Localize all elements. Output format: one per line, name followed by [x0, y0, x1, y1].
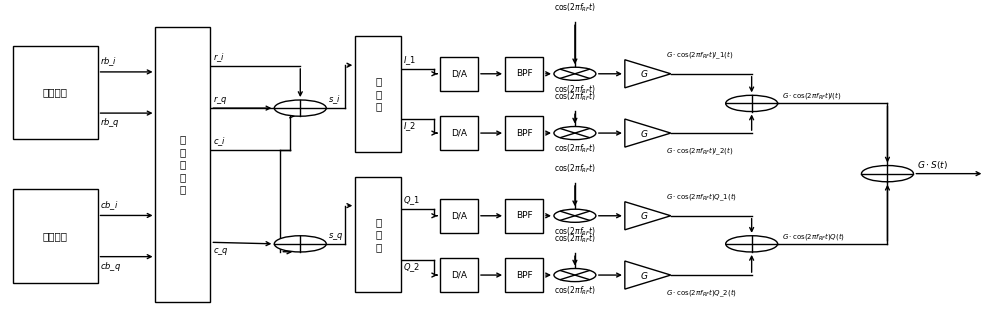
- Text: $cb\_i$: $cb\_i$: [100, 199, 118, 212]
- Text: $\cos(2\pi f_{RF}t)$: $\cos(2\pi f_{RF}t)$: [554, 225, 596, 238]
- Text: $\cos(2\pi f_{RF}t)$: $\cos(2\pi f_{RF}t)$: [554, 83, 596, 96]
- Bar: [440, 116, 478, 150]
- Bar: [505, 258, 543, 292]
- Text: D/A: D/A: [451, 69, 467, 78]
- Text: $\cos(2\pi f_{RF}t)$: $\cos(2\pi f_{RF}t)$: [554, 91, 596, 103]
- Polygon shape: [625, 202, 671, 230]
- Bar: [13, 46, 98, 139]
- Text: $\cos(2\pi f_{RF}t)$: $\cos(2\pi f_{RF}t)$: [554, 285, 596, 297]
- Text: $I\_1$: $I\_1$: [403, 54, 416, 67]
- Text: $G$: $G$: [640, 270, 648, 281]
- Text: $rb\_q$: $rb\_q$: [100, 116, 120, 129]
- Bar: [355, 36, 401, 152]
- Text: $G\cdot\cos(2\pi f_{RF}t)I\_2(t)$: $G\cdot\cos(2\pi f_{RF}t)I\_2(t)$: [666, 145, 733, 157]
- Text: 上
变
频: 上 变 频: [375, 77, 381, 111]
- Text: $G\cdot\cos(2\pi f_{RF}t)Q\_2(t)$: $G\cdot\cos(2\pi f_{RF}t)Q\_2(t)$: [666, 287, 737, 299]
- Text: $I\_2$: $I\_2$: [403, 121, 416, 133]
- Text: $G\cdot\cos(2\pi f_{RF}t)Q\_1(t)$: $G\cdot\cos(2\pi f_{RF}t)Q\_1(t)$: [666, 192, 737, 204]
- Bar: [505, 56, 543, 91]
- Text: $Q\_2$: $Q\_2$: [403, 261, 420, 274]
- Text: D/A: D/A: [451, 271, 467, 280]
- Polygon shape: [625, 119, 671, 147]
- Circle shape: [554, 126, 596, 140]
- Polygon shape: [625, 60, 671, 88]
- Text: BPF: BPF: [516, 211, 532, 220]
- Text: $G$: $G$: [640, 210, 648, 221]
- Text: $rb\_i$: $rb\_i$: [100, 55, 117, 68]
- Text: $c\_q$: $c\_q$: [213, 246, 229, 257]
- Polygon shape: [625, 261, 671, 289]
- Text: BPF: BPF: [516, 271, 532, 280]
- Text: $G$: $G$: [640, 68, 648, 79]
- Circle shape: [274, 100, 326, 116]
- Text: D/A: D/A: [451, 129, 467, 138]
- Text: $r\_q$: $r\_q$: [213, 94, 228, 107]
- Circle shape: [554, 209, 596, 222]
- Bar: [505, 199, 543, 233]
- Text: $G$: $G$: [640, 127, 648, 139]
- Text: $r\_i$: $r\_i$: [213, 51, 225, 64]
- Text: $\cos(2\pi f_{RF}t)$: $\cos(2\pi f_{RF}t)$: [554, 2, 596, 14]
- Text: $cb\_q$: $cb\_q$: [100, 259, 121, 273]
- Bar: [440, 199, 478, 233]
- Bar: [355, 177, 401, 292]
- Bar: [440, 56, 478, 91]
- Text: 子
载
波
调
制: 子 载 波 调 制: [180, 134, 186, 194]
- Text: BPF: BPF: [516, 69, 532, 78]
- Text: $G\cdot S(t)$: $G\cdot S(t)$: [917, 159, 948, 171]
- Circle shape: [554, 268, 596, 282]
- Circle shape: [861, 166, 913, 182]
- Bar: [505, 116, 543, 150]
- Text: $G\cdot\cos(2\pi f_{RF}t)I(t)$: $G\cdot\cos(2\pi f_{RF}t)I(t)$: [782, 90, 841, 101]
- Text: $G\cdot\cos(2\pi f_{RF}t)I\_1(t)$: $G\cdot\cos(2\pi f_{RF}t)I\_1(t)$: [666, 50, 733, 61]
- Text: $\cos(2\pi f_{RF}t)$: $\cos(2\pi f_{RF}t)$: [554, 163, 596, 175]
- Text: 通信信号: 通信信号: [43, 231, 68, 241]
- Text: $Q\_1$: $Q\_1$: [403, 195, 420, 207]
- Text: $\cos(2\pi f_{RF}t)$: $\cos(2\pi f_{RF}t)$: [554, 233, 596, 246]
- Text: 雷达信号: 雷达信号: [43, 88, 68, 98]
- Circle shape: [274, 236, 326, 252]
- Bar: [13, 189, 98, 283]
- Bar: [155, 27, 210, 302]
- Text: D/A: D/A: [451, 211, 467, 220]
- Text: $s\_q$: $s\_q$: [328, 231, 344, 242]
- Text: $\cos(2\pi f_{RF}t)$: $\cos(2\pi f_{RF}t)$: [554, 143, 596, 155]
- Text: $s\_i$: $s\_i$: [328, 94, 341, 106]
- Circle shape: [726, 236, 778, 252]
- Bar: [440, 258, 478, 292]
- Text: $G\cdot\cos(2\pi f_{RF}t)Q(t)$: $G\cdot\cos(2\pi f_{RF}t)Q(t)$: [782, 230, 845, 241]
- Text: $c\_i$: $c\_i$: [213, 136, 226, 149]
- Text: 上
变
频: 上 变 频: [375, 217, 381, 252]
- Text: BPF: BPF: [516, 129, 532, 138]
- Circle shape: [554, 67, 596, 80]
- Circle shape: [726, 95, 778, 111]
